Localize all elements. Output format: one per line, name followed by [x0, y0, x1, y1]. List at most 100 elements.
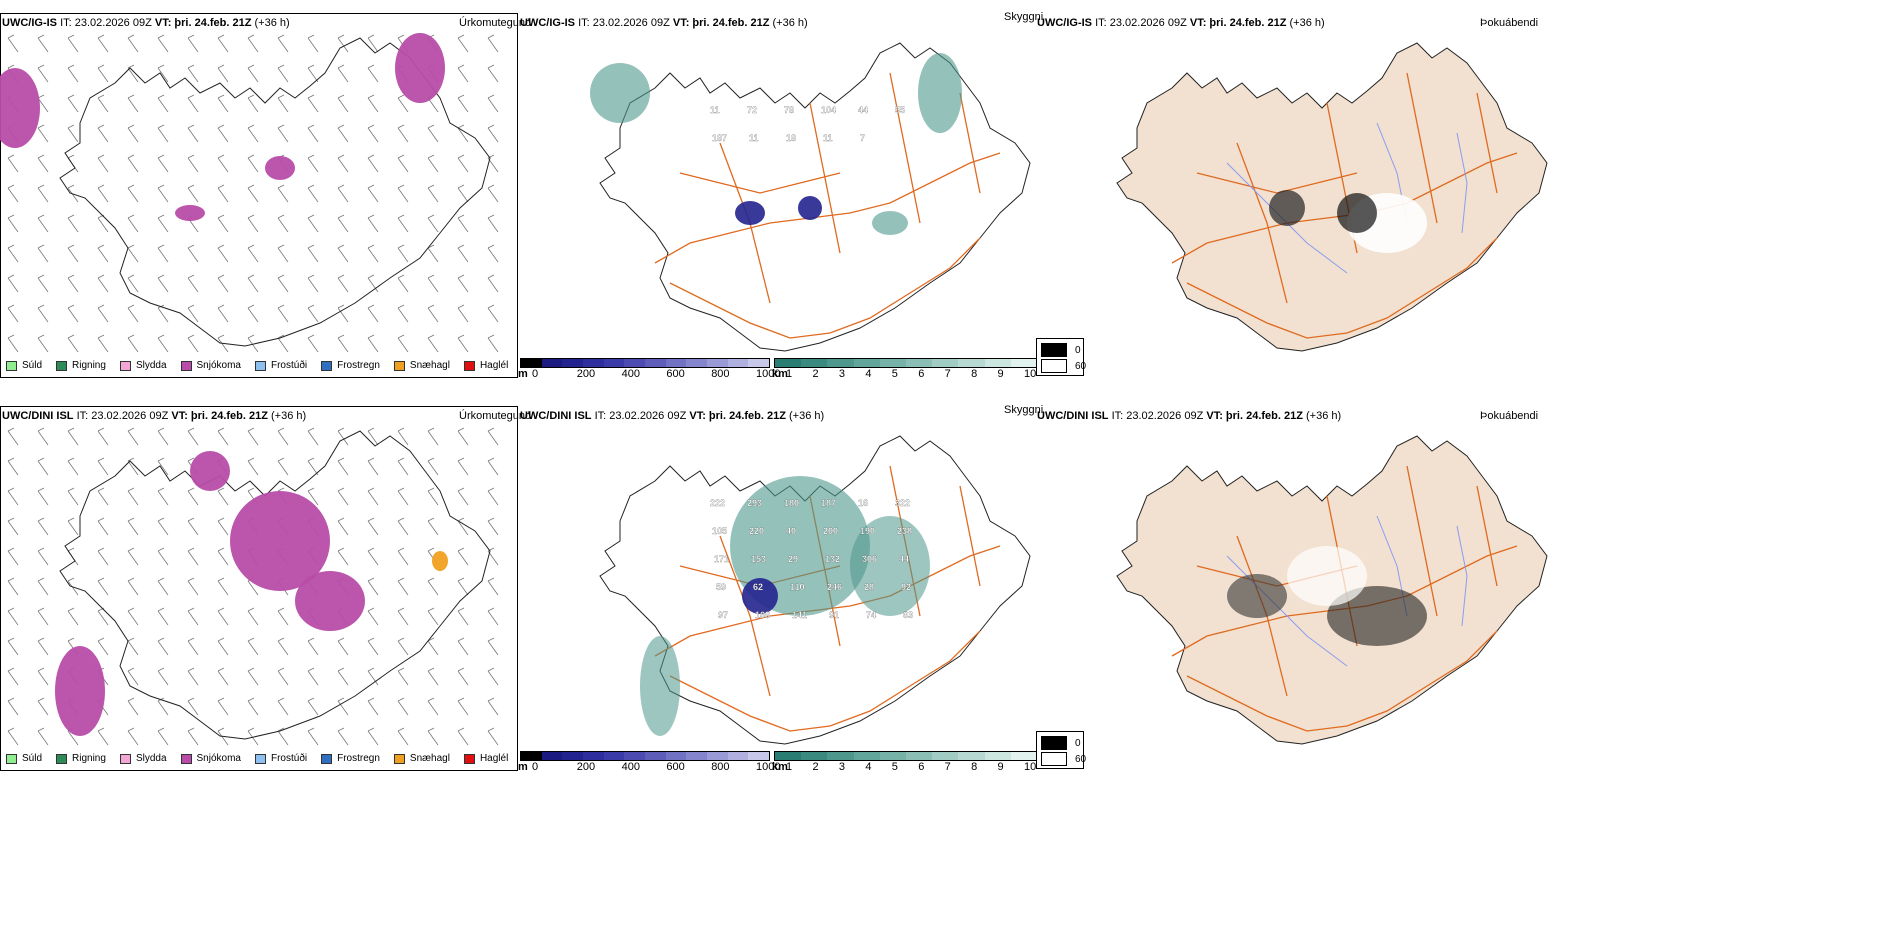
colorbar-segment: [562, 359, 584, 367]
wind-barb: [487, 274, 499, 293]
wind-barb: [187, 244, 199, 263]
legend-swatch: [56, 360, 68, 371]
colorbar-tick: 2: [812, 761, 819, 773]
legend-label: Frostúði: [270, 360, 308, 371]
colorbar-segment: [932, 752, 959, 760]
wind-barb: [307, 457, 319, 476]
colorbar-segment: [853, 752, 880, 760]
wind-barb: [487, 637, 499, 656]
wind-barb: [307, 697, 319, 716]
wind-barb: [157, 214, 169, 233]
wind-barb: [157, 34, 169, 53]
ceiling-value-label: 74: [866, 610, 876, 620]
wind-barb: [97, 637, 109, 656]
wind-barb: [157, 334, 169, 353]
cloud-title-top: Þokuábendi: [1480, 17, 1539, 29]
wind-barb: [367, 697, 379, 716]
wind-barb: [7, 184, 19, 203]
colorbar-segment: [686, 752, 708, 760]
colorbar-tick: 10: [1024, 761, 1037, 773]
wind-barb: [487, 184, 499, 203]
wind-barb: [217, 94, 229, 113]
snow-area: [175, 205, 205, 221]
wind-barb: [487, 457, 499, 476]
ceiling-value-label: 63: [903, 610, 913, 620]
wind-barb: [457, 577, 469, 596]
wind-barb: [127, 244, 139, 263]
precip-panel-frame-bottom: [0, 406, 518, 771]
wind-barb: [367, 427, 379, 446]
ceiling-value-label: 16: [858, 498, 868, 508]
legend-swatch: [463, 753, 475, 764]
wind-barb: [277, 637, 289, 656]
cloud-map-top: [1116, 42, 1548, 352]
wind-barb: [187, 334, 199, 353]
colorbar-tick: 10: [1024, 368, 1037, 380]
fog-swatch-light: [1041, 752, 1067, 766]
iceland-map: [1116, 435, 1548, 745]
wind-barb: [397, 427, 409, 446]
road-line: [1476, 92, 1498, 194]
wind-barb: [37, 577, 49, 596]
wind-barb: [127, 274, 139, 293]
wind-barb: [7, 517, 19, 536]
wind-barb: [187, 607, 199, 626]
legend-swatch: [180, 360, 192, 371]
precip-legend-item: Haglél: [463, 753, 508, 764]
coastline: [59, 37, 491, 347]
wind-barb: [37, 637, 49, 656]
wind-barb: [487, 64, 499, 83]
wind-barb: [337, 457, 349, 476]
wind-barb: [37, 547, 49, 566]
model-name: UWC/DINI ISL: [520, 410, 592, 422]
wind-barb: [397, 607, 409, 626]
wind-barb: [127, 334, 139, 353]
colorbar-segment: [521, 359, 542, 367]
fog-swatch-dark: [1041, 343, 1067, 357]
low-ceiling-area: [742, 578, 778, 614]
wind-barb: [127, 487, 139, 506]
ceiling-value-label: 187: [712, 133, 727, 143]
wind-barb: [367, 457, 379, 476]
ceiling-value-label: 44: [858, 105, 868, 115]
legend-label: Súld: [22, 753, 43, 764]
wind-barb: [97, 517, 109, 536]
wind-barb: [157, 64, 169, 83]
wind-barb: [67, 487, 79, 506]
wind-barb: [217, 547, 229, 566]
wind-barb: [187, 487, 199, 506]
ceiling-value-label: 28: [864, 582, 874, 592]
wind-barb: [337, 304, 349, 323]
wind-barb: [487, 334, 499, 353]
wind-barb: [187, 637, 199, 656]
wind-barb: [487, 214, 499, 233]
wind-barb: [427, 667, 439, 686]
wind-barb: [307, 304, 319, 323]
legend-swatch: [321, 360, 333, 371]
wind-barb: [7, 34, 19, 53]
wind-barb: [487, 577, 499, 596]
wind-barb: [397, 637, 409, 656]
colorbar-segment: [748, 359, 770, 367]
header-bottom-left: UWC/DINI ISL IT: 23.02.2026 09Z VT: þri.…: [2, 410, 306, 422]
ceiling-value-label: 200: [823, 526, 838, 536]
wind-barb: [217, 607, 229, 626]
wind-barb: [277, 274, 289, 293]
wind-barb: [217, 517, 229, 536]
wind-barb: [127, 667, 139, 686]
colorbar-segment: [603, 752, 625, 760]
wind-barb: [37, 274, 49, 293]
model-name: UWC/DINI ISL: [1037, 410, 1109, 422]
wind-barb: [157, 274, 169, 293]
wind-barb: [157, 427, 169, 446]
wind-barb: [247, 154, 259, 173]
colorbar-segment: [801, 752, 828, 760]
wind-barb: [487, 244, 499, 263]
precip-legend-item: Haglél: [463, 360, 508, 371]
graupel-area: [432, 551, 448, 571]
wind-barb: [37, 304, 49, 323]
model-name: UWC/IG-IS: [2, 17, 57, 29]
snow-area: [295, 571, 365, 631]
wind-barb: [487, 427, 499, 446]
precip-map-bottom: [7, 427, 499, 746]
